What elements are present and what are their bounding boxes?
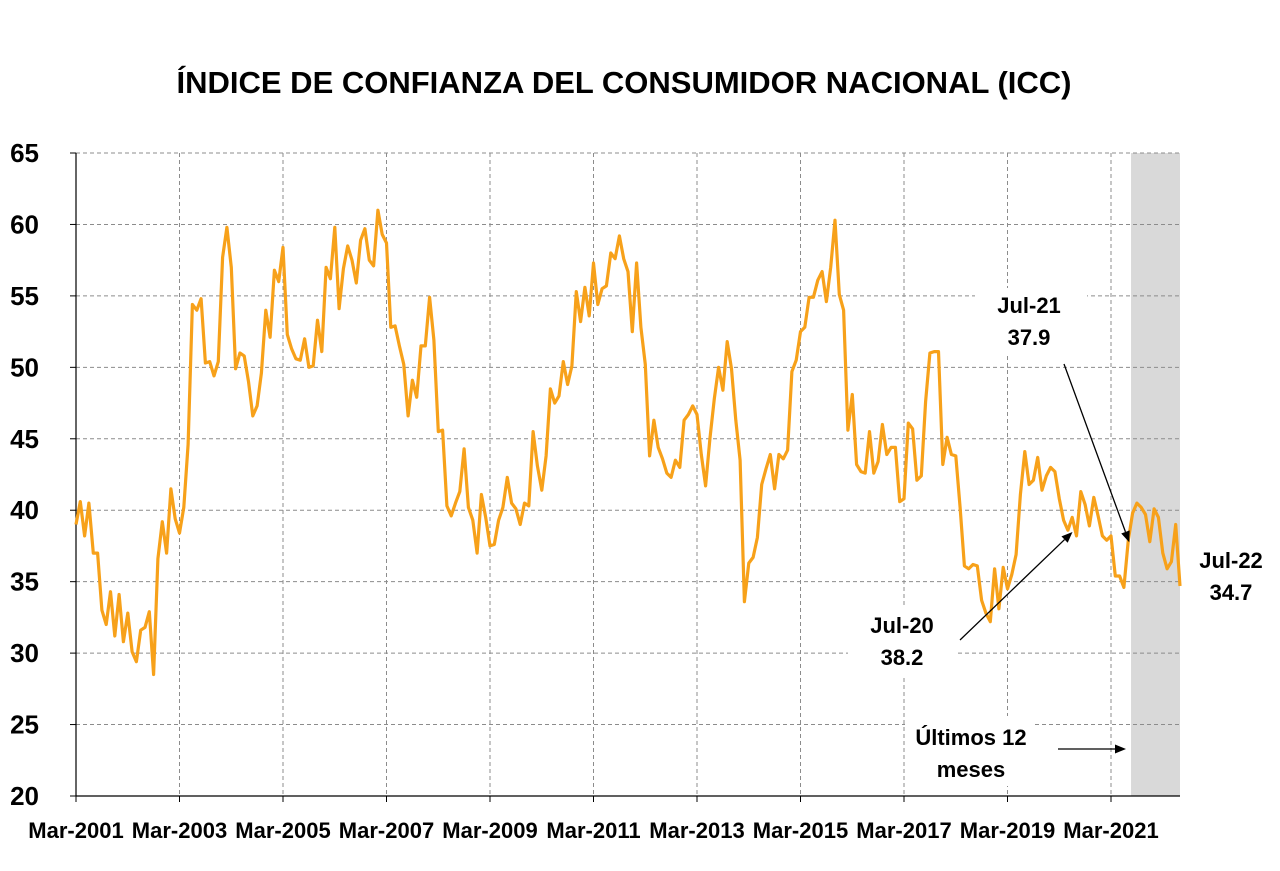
- annotation-jul-22: Jul-22 34.7: [1199, 548, 1263, 605]
- y-tick-label: 40: [10, 495, 39, 525]
- annotation-last-12-line1: Últimos 12: [915, 725, 1026, 750]
- y-tick-label: 50: [10, 352, 39, 382]
- y-tick-label: 20: [10, 781, 39, 811]
- annotation-jul-21-label: Jul-21: [997, 293, 1061, 318]
- shaded-last-12-months: [1131, 153, 1180, 796]
- x-tick-label: Mar-2021: [1063, 818, 1158, 843]
- annotation-jul-22-label: Jul-22: [1199, 548, 1263, 573]
- annotation-jul-22-value: 34.7: [1210, 580, 1253, 605]
- icc-series-line: [74, 208, 1182, 677]
- x-tick-label: Mar-2007: [339, 818, 434, 843]
- arrow-head-last-12-months: [1115, 744, 1126, 754]
- y-axis-ticks: 65 60 55 50 45 40 35 30 25 20: [10, 138, 76, 811]
- x-tick-label: Mar-2009: [442, 818, 537, 843]
- arrow-jul-20: [959, 539, 1066, 641]
- annotation-last-12-months: Últimos 12 meses: [905, 716, 1126, 786]
- x-tick-label: Mar-2015: [753, 818, 848, 843]
- y-tick-label: 60: [10, 209, 39, 239]
- axes: [75, 153, 1180, 797]
- x-tick-label: Mar-2005: [235, 818, 330, 843]
- chart-title: ÍNDICE DE CONFIANZA DEL CONSUMIDOR NACIO…: [177, 65, 1072, 100]
- y-tick-label: 65: [10, 138, 39, 168]
- annotation-jul-21: Jul-21 37.9: [975, 288, 1130, 543]
- x-tick-label: Mar-2017: [856, 818, 951, 843]
- annotation-last-12-line2: meses: [937, 757, 1006, 782]
- x-tick-label: Mar-2019: [960, 818, 1055, 843]
- arrow-head-jul-21: [1121, 530, 1130, 543]
- x-tick-label: Mar-2001: [28, 818, 123, 843]
- annotation-jul-20-label: Jul-20: [870, 613, 934, 638]
- y-tick-label: 55: [10, 281, 39, 311]
- y-tick-label: 35: [10, 567, 39, 597]
- arrow-head-jul-20: [1061, 531, 1073, 543]
- x-axis-ticks: Mar-2001 Mar-2003 Mar-2005 Mar-2007 Mar-2009…: [28, 796, 1159, 843]
- x-tick-label: Mar-2003: [132, 818, 227, 843]
- y-tick-label: 25: [10, 710, 39, 740]
- annotation-jul-20: Jul-20 38.2: [848, 531, 1073, 676]
- gridlines: [76, 152, 1180, 796]
- y-tick-label: 45: [10, 424, 39, 454]
- y-tick-label: 30: [10, 638, 39, 668]
- x-tick-label: Mar-2013: [649, 818, 744, 843]
- x-tick-label: Mar-2011: [546, 818, 640, 843]
- annotation-jul-20-value: 38.2: [881, 645, 924, 670]
- arrow-jul-21: [1063, 363, 1127, 533]
- annotation-jul-21-value: 37.9: [1008, 325, 1051, 350]
